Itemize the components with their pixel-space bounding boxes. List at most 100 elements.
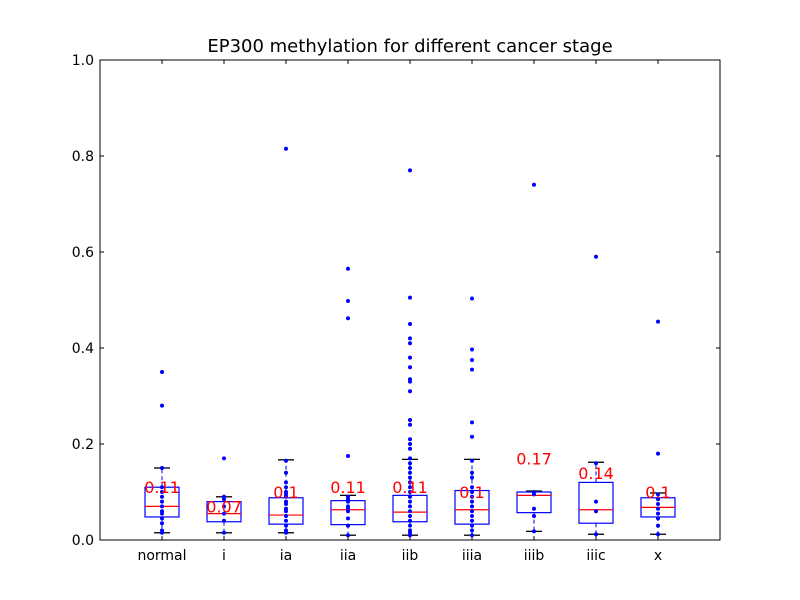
data-point	[470, 490, 474, 494]
plot-area: 0.0 0.2 0.4 0.6 0.8 1.0 normal 0.11 i 0.07 ia 0.1 ii…	[72, 53, 720, 564]
box-iiic	[578, 481, 614, 524]
data-point	[594, 532, 598, 537]
data-point	[222, 518, 226, 523]
data-point	[470, 523, 474, 528]
plot-frame	[99, 59, 721, 541]
mean-label: 0.1	[273, 483, 298, 502]
y-tick-label: 0.2	[72, 437, 94, 453]
data-point	[160, 509, 164, 514]
data-point	[656, 492, 660, 497]
data-point	[470, 420, 474, 425]
data-point	[160, 504, 164, 509]
data-point	[408, 377, 412, 382]
data-point	[346, 533, 350, 538]
data-point	[160, 528, 164, 533]
data-point	[656, 511, 660, 516]
data-point	[470, 475, 474, 480]
x-tick-label: iia	[340, 548, 356, 564]
data-point	[408, 490, 412, 494]
data-point	[470, 528, 474, 533]
data-point	[470, 347, 474, 352]
mean-label: 0.1	[645, 483, 670, 502]
data-point	[656, 516, 660, 521]
data-point	[408, 518, 412, 523]
data-point	[532, 182, 536, 187]
data-point	[408, 470, 412, 475]
data-point	[408, 509, 412, 514]
data-point	[346, 516, 350, 521]
data-point	[408, 322, 412, 326]
data-point	[470, 434, 474, 439]
data-point	[408, 499, 412, 504]
data-point	[284, 458, 288, 463]
data-point	[160, 403, 164, 408]
data-point	[408, 480, 412, 485]
data-point	[470, 504, 474, 509]
data-point	[408, 341, 412, 346]
data-point	[346, 316, 350, 321]
data-point	[346, 523, 350, 528]
x-tick-label: iiic	[586, 548, 605, 564]
y-tick-label: 0.8	[72, 149, 94, 165]
data-point	[160, 521, 164, 526]
data-point	[594, 509, 598, 514]
data-point	[408, 168, 412, 173]
data-point	[408, 466, 412, 470]
data-point	[408, 461, 412, 466]
data-point	[284, 523, 288, 528]
data-point	[656, 502, 660, 506]
x-tick-label: i	[222, 548, 226, 564]
data-point	[222, 456, 226, 461]
data-point	[470, 485, 474, 490]
data-point	[408, 475, 412, 480]
data-point	[532, 514, 536, 518]
data-point	[408, 389, 412, 394]
data-point	[532, 490, 536, 494]
data-point	[470, 533, 474, 538]
data-point	[470, 367, 474, 372]
data-point	[408, 494, 412, 499]
data-point	[408, 365, 412, 370]
data-point	[470, 494, 474, 499]
x-tick-label: iiib	[524, 548, 545, 564]
data-point	[222, 530, 226, 535]
x-tick-label: iiia	[462, 548, 482, 564]
data-point	[284, 485, 288, 490]
mean-label: 0.11	[330, 478, 366, 497]
data-point	[408, 514, 412, 518]
y-tick-label: 1.0	[72, 53, 94, 69]
data-point	[160, 485, 164, 490]
data-point	[346, 298, 350, 303]
x-tick-label: ia	[280, 548, 292, 564]
mean-label: 0.14	[578, 464, 614, 483]
data-point	[222, 511, 226, 516]
data-point	[408, 295, 412, 300]
mean-label: 0.11	[144, 478, 180, 497]
data-point	[160, 516, 164, 521]
data-point	[408, 437, 412, 442]
mean-label: 0.11	[392, 478, 428, 497]
data-point	[470, 509, 474, 514]
data-point	[470, 518, 474, 523]
data-point	[656, 451, 660, 456]
data-point	[222, 504, 226, 509]
data-point	[284, 506, 288, 511]
data-point	[346, 266, 350, 271]
data-point	[346, 504, 350, 509]
data-point	[656, 497, 660, 502]
data-point	[470, 358, 474, 362]
data-point	[408, 336, 412, 341]
data-point	[284, 518, 288, 523]
data-point	[408, 422, 412, 427]
data-point	[408, 504, 412, 509]
data-point	[532, 529, 536, 534]
data-point	[284, 480, 288, 485]
data-point	[346, 454, 350, 458]
data-point	[470, 470, 474, 475]
y-tick-label: 0.6	[72, 245, 94, 261]
data-point	[470, 514, 474, 518]
data-point	[284, 514, 288, 518]
x-tick-label: iib	[402, 548, 419, 564]
data-point	[284, 490, 288, 494]
